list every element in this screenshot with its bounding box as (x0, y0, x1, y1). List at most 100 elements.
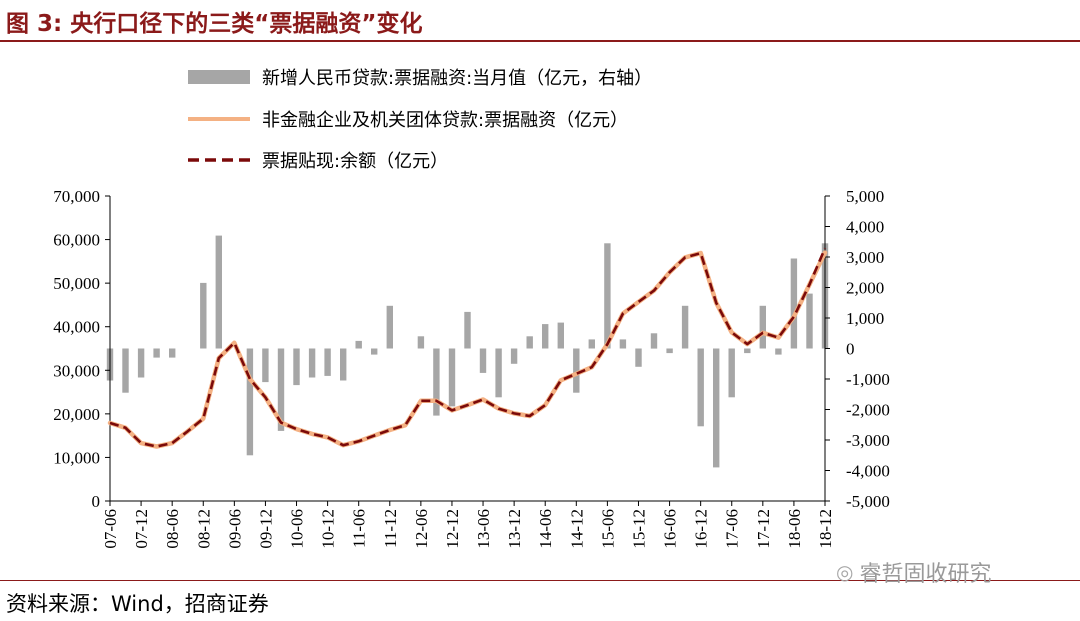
bar (371, 348, 378, 355)
bar (650, 333, 658, 349)
bar (200, 282, 207, 349)
bar (169, 348, 176, 358)
bar (386, 305, 393, 349)
tick-labels: 0 10,000 20,000 30,000 40,000 50,000 60,000 70,… (53, 187, 890, 549)
line-series (107, 247, 828, 449)
right-tick-label: -1,000 (846, 370, 890, 389)
right-tick-label: 1,000 (846, 309, 884, 328)
watermark: ◎ 睿哲固收研究 (836, 556, 991, 588)
legend-label: 票据贴现:余额（亿元） (262, 151, 448, 172)
bar (153, 348, 160, 358)
right-tick-label: 2,000 (846, 279, 884, 298)
bar (293, 348, 300, 386)
bar (433, 348, 440, 416)
bar (744, 348, 751, 354)
bar (479, 348, 487, 373)
bar (340, 348, 347, 381)
chart: 新增人民币贷款:票据融资:当月值（亿元，右轴） 非金融企业及机关团体贷款:票据融资… (53, 68, 890, 549)
title-rule (0, 40, 1080, 42)
bar (557, 322, 564, 349)
left-tick-label: 60,000 (53, 231, 100, 250)
x-tick-label: 07-06 (101, 509, 120, 549)
bar (510, 348, 518, 364)
bar (588, 339, 595, 349)
x-tick-label: 10-06 (288, 509, 307, 549)
bar (542, 324, 549, 349)
left-tick-label: 30,000 (53, 361, 100, 380)
bar (728, 348, 735, 398)
x-tick-label: 15-06 (598, 509, 617, 549)
figure-title: 图 3: 央行口径下的三类“票据融资”变化 (6, 11, 423, 37)
left-tick-label: 20,000 (53, 405, 100, 424)
bar (635, 348, 642, 367)
x-tick-label: 14-12 (567, 509, 586, 549)
bar (759, 305, 766, 349)
bar (604, 243, 611, 349)
x-tick-label: 09-12 (256, 509, 275, 549)
chart-legend: 新增人民币贷款:票据融资:当月值（亿元，右轴） 非金融企业及机关团体贷款:票据融资… (188, 68, 652, 172)
bar (448, 348, 456, 407)
bar (573, 348, 580, 393)
right-tick-label: -5,000 (846, 492, 890, 511)
bar (262, 348, 269, 383)
x-tick-label: 11-06 (350, 509, 369, 548)
right-tick-label: 0 (846, 340, 855, 359)
bar (215, 235, 222, 349)
x-tick-label: 09-06 (225, 509, 244, 549)
bar (355, 340, 362, 349)
bar (495, 348, 502, 398)
bar (137, 348, 145, 378)
right-tick-label: -2,000 (846, 401, 890, 420)
bar (464, 311, 471, 349)
left-tick-label: 0 (92, 492, 101, 511)
x-tick-label: 11-12 (381, 509, 400, 548)
left-tick-label: 10,000 (53, 448, 100, 467)
x-tick-label: 17-12 (754, 509, 773, 549)
left-tick-label: 50,000 (53, 274, 100, 293)
bar (790, 258, 798, 349)
x-tick-label: 13-12 (505, 509, 524, 549)
bar (806, 293, 813, 349)
x-tick-label: 13-06 (474, 509, 493, 549)
bar (308, 348, 316, 378)
legend-label: 非金融企业及机关团体贷款:票据融资（亿元） (262, 110, 628, 131)
right-tick-label: -3,000 (846, 431, 890, 450)
chart-axes (105, 195, 830, 506)
bar (324, 348, 331, 376)
x-tick-label: 08-06 (163, 509, 182, 549)
x-tick-label: 18-12 (816, 509, 835, 549)
x-tick-label: 12-06 (412, 509, 431, 549)
bar (666, 348, 673, 354)
bar (246, 348, 254, 456)
x-tick-label: 15-12 (629, 509, 648, 549)
legend-label: 新增人民币贷款:票据融资:当月值（亿元，右轴） (262, 68, 652, 89)
bar (681, 305, 689, 349)
bar (417, 336, 425, 349)
right-tick-label: 4,000 (846, 218, 884, 237)
x-tick-label: 07-12 (132, 509, 151, 549)
right-tick-label: 3,000 (846, 248, 884, 267)
x-tick-label: 12-12 (443, 509, 462, 549)
wechat-icon: ◎ (836, 560, 854, 584)
x-tick-label: 08-12 (194, 509, 213, 549)
x-tick-label: 14-06 (536, 509, 555, 549)
right-tick-label: 5,000 (846, 187, 884, 206)
x-tick-label: 17-06 (723, 509, 742, 549)
bar (775, 348, 782, 355)
left-tick-label: 40,000 (53, 318, 100, 337)
series-line-discount (109, 247, 827, 448)
bar (122, 348, 129, 393)
x-tick-label: 10-12 (319, 509, 338, 549)
bar (619, 339, 627, 349)
source-note: 资料来源：Wind，招商证券 (6, 592, 269, 616)
watermark-text: 睿哲固收研究 (859, 562, 992, 587)
source-rule (0, 580, 1080, 581)
x-tick-label: 16-12 (692, 509, 711, 549)
bar (697, 348, 704, 427)
bar (526, 336, 533, 349)
x-tick-label: 16-06 (661, 509, 680, 549)
x-tick-label: 18-06 (785, 509, 804, 549)
bar (713, 348, 720, 468)
bar (277, 348, 285, 431)
right-tick-label: -4,000 (846, 462, 890, 481)
